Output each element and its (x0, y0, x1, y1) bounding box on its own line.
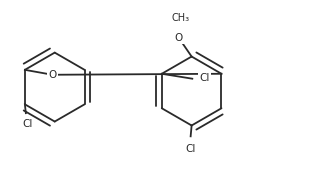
Text: CH₃: CH₃ (172, 13, 190, 23)
Text: Cl: Cl (199, 73, 209, 83)
Text: O: O (48, 70, 56, 80)
Text: O: O (175, 33, 183, 43)
Text: Cl: Cl (23, 119, 33, 129)
Text: Cl: Cl (185, 144, 196, 154)
